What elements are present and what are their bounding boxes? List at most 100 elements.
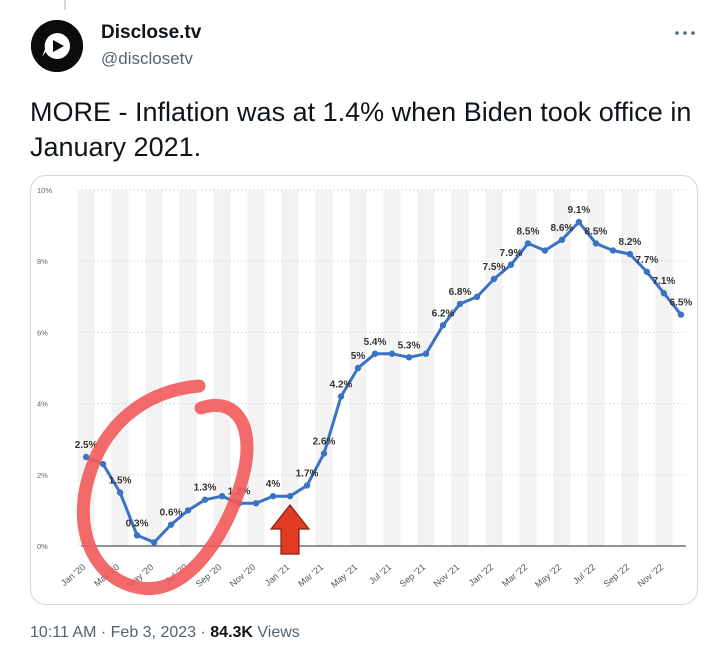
- data-point: [490, 275, 498, 283]
- meta-separator: ·: [96, 624, 111, 641]
- data-label: 9.1%: [568, 205, 591, 216]
- author-name[interactable]: Disclose.tv: [101, 22, 202, 43]
- views-label: Views: [252, 624, 300, 641]
- data-point: [167, 521, 175, 528]
- column-band: [417, 190, 435, 546]
- x-tick-label: Sep '21: [398, 562, 428, 589]
- data-label: 0.6%: [160, 508, 183, 519]
- data-point: [354, 364, 362, 372]
- column-band: [315, 190, 333, 546]
- x-tick-label: Nov '20: [228, 562, 258, 589]
- data-point: [422, 350, 430, 357]
- x-tick-label: Jan '20: [59, 562, 87, 588]
- tweet-media-chart[interactable]: 0% 2% 4% 6% 8% 10% Jan '20 Mar '20 May '20 Jul '2…: [30, 175, 698, 605]
- data-point: [507, 261, 515, 268]
- data-point: [269, 492, 277, 500]
- x-tick-label: Sep '22: [602, 562, 632, 589]
- column-band: [179, 190, 197, 546]
- data-point: [201, 496, 209, 503]
- data-point: [133, 532, 141, 539]
- data-label: 2.5%: [75, 440, 98, 451]
- series-line: [85, 220, 683, 544]
- data-point: [660, 290, 668, 297]
- data-label: 7.7%: [636, 255, 659, 266]
- data-point: [405, 354, 413, 361]
- avatar[interactable]: [31, 20, 83, 72]
- data-point: [643, 268, 651, 276]
- column-band: [621, 190, 639, 546]
- meta-separator-2: ·: [196, 624, 211, 641]
- data-point: [286, 492, 294, 500]
- data-label: 1.5%: [109, 476, 132, 487]
- red-up-arrow-icon: [269, 504, 311, 555]
- red-hand-drawn-circle: [76, 379, 254, 596]
- data-point: [303, 482, 311, 489]
- column-band: [587, 190, 605, 546]
- data-label: 5.3%: [398, 340, 421, 351]
- data-label: 4%: [266, 479, 281, 490]
- data-point: [541, 247, 549, 254]
- data-point: [320, 450, 328, 457]
- data-point: [99, 460, 107, 468]
- data-point: [524, 240, 532, 247]
- data-point: [388, 350, 396, 357]
- data-point: [150, 539, 158, 546]
- column-band: [281, 190, 299, 546]
- data-label: 7.5%: [483, 262, 506, 273]
- data-label: 5%: [351, 351, 366, 362]
- data-label: 6.5%: [670, 298, 693, 309]
- x-tick-label: Nov '22: [636, 562, 666, 589]
- tweet-date[interactable]: Feb 3, 2023: [110, 624, 197, 641]
- data-point: [456, 300, 464, 308]
- data-point: [626, 250, 634, 258]
- x-tick-label: Mar '22: [500, 562, 529, 589]
- data-label: 7.9%: [500, 248, 523, 259]
- x-tick-label: Mar '21: [296, 562, 325, 589]
- y-tick-label: 0%: [37, 542, 48, 551]
- data-label: 4.2%: [330, 379, 353, 390]
- data-label: 8.2%: [619, 237, 642, 248]
- x-tick-label: Jan '22: [467, 562, 495, 588]
- column-band: [553, 190, 571, 546]
- data-point: [371, 350, 379, 357]
- data-point: [558, 236, 566, 244]
- y-tick-label: 6%: [37, 328, 48, 337]
- x-tick-label: Jul '21: [367, 562, 393, 586]
- data-label: 7.1%: [653, 276, 676, 287]
- data-label: 1.7%: [296, 468, 319, 479]
- data-point: [116, 489, 124, 496]
- data-point: [218, 492, 226, 500]
- column-band: [213, 190, 231, 546]
- data-label: 5.4%: [364, 337, 387, 348]
- tweet-metadata: 10:11 AM · Feb 3, 2023 · 84.3K Views: [30, 624, 300, 642]
- data-label: 6.8%: [449, 287, 472, 298]
- column-band: [519, 190, 537, 546]
- data-label: 2.6%: [313, 436, 336, 447]
- data-point: [184, 507, 192, 514]
- data-point: [575, 218, 583, 226]
- more-options-button[interactable]: [672, 24, 698, 42]
- views-count: 84.3K: [210, 624, 253, 641]
- data-label: 8.6%: [551, 223, 574, 234]
- author-handle[interactable]: @disclosetv: [101, 49, 193, 68]
- y-tick-label: 8%: [37, 257, 48, 266]
- data-point: [252, 500, 260, 507]
- data-point: [439, 322, 447, 329]
- tweet-time[interactable]: 10:11 AM: [30, 624, 97, 641]
- data-label: 6.2%: [432, 308, 455, 319]
- column-band: [383, 190, 401, 546]
- column-band: [145, 190, 163, 546]
- disclose-tv-logo-icon: [31, 20, 83, 72]
- data-point: [473, 293, 481, 300]
- data-point: [82, 453, 90, 461]
- x-tick-label: Nov '21: [432, 562, 462, 589]
- x-tick-label: Jul '22: [571, 562, 597, 586]
- column-band: [655, 190, 673, 546]
- x-tick-label: May '21: [329, 562, 359, 590]
- column-band: [485, 190, 503, 546]
- thread-connector-line: [64, 0, 66, 10]
- data-point: [337, 393, 345, 400]
- column-band: [111, 190, 129, 546]
- more-horizontal-icon: [675, 31, 695, 35]
- y-tick-label: 4%: [37, 400, 48, 409]
